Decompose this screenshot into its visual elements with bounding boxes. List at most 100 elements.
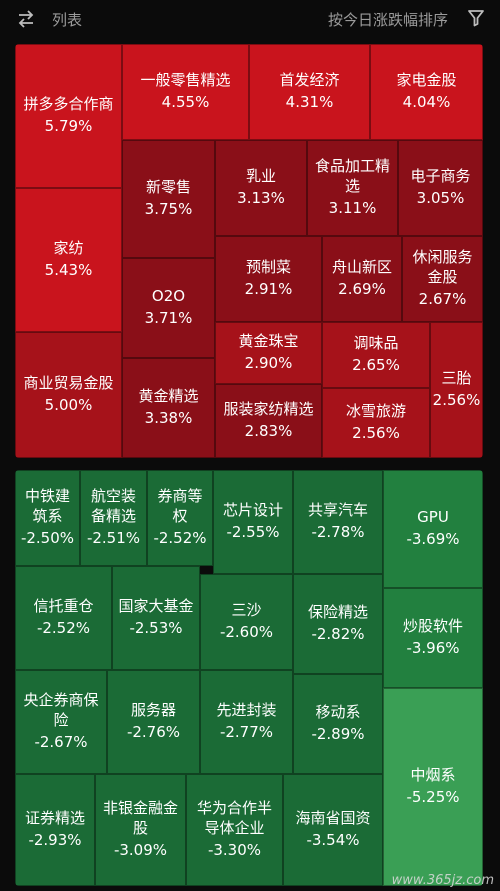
sector-name: 海南省国资 bbox=[295, 809, 371, 828]
sector-tile[interactable]: 拼多多合作商 5.79% bbox=[15, 44, 122, 188]
sector-tile[interactable]: 移动系 -2.89% bbox=[293, 674, 383, 774]
sector-name: 舟山新区 bbox=[331, 258, 392, 277]
sector-change: 3.75% bbox=[144, 200, 193, 218]
watermark-text: www.365jz.com bbox=[391, 873, 494, 888]
sector-tile[interactable]: 航空装备精选 -2.51% bbox=[80, 470, 147, 566]
sector-name: 三沙 bbox=[231, 601, 262, 620]
sector-tile[interactable]: 华为合作半导体企业 -3.30% bbox=[186, 774, 283, 886]
sector-name: 黄金珠宝 bbox=[238, 332, 299, 351]
sector-change: -2.50% bbox=[20, 528, 75, 547]
sector-change: -3.30% bbox=[207, 840, 262, 859]
sector-tile[interactable]: 新零售 3.75% bbox=[122, 140, 215, 258]
sector-tile[interactable]: GPU -3.69% bbox=[383, 470, 483, 588]
sector-tile[interactable]: 电子商务 3.05% bbox=[398, 140, 483, 236]
sector-name: 休闲服务金股 bbox=[412, 248, 473, 287]
sector-name: 航空装备精选 bbox=[90, 487, 136, 526]
sector-tile[interactable]: 非银金融金股 -3.09% bbox=[95, 774, 186, 886]
sector-change: -2.82% bbox=[311, 625, 365, 643]
sector-tile[interactable]: 海南省国资 -3.54% bbox=[283, 774, 383, 886]
sector-change: -2.77% bbox=[219, 723, 274, 741]
sector-name: 服装家纺精选 bbox=[223, 400, 314, 419]
sector-name: 预制菜 bbox=[245, 258, 291, 277]
sector-change: 2.91% bbox=[244, 280, 293, 298]
sector-tile[interactable]: 商业贸易金股 5.00% bbox=[15, 332, 122, 458]
filter-icon[interactable] bbox=[466, 8, 486, 28]
sector-tile[interactable]: 中烟系 -5.25% bbox=[383, 688, 483, 886]
sector-change: 2.56% bbox=[352, 424, 400, 442]
sector-tile[interactable]: 食品加工精选 3.11% bbox=[307, 140, 398, 236]
sector-tile[interactable]: 冰雪旅游 2.56% bbox=[322, 388, 430, 458]
sector-tile[interactable]: 三沙 -2.60% bbox=[200, 574, 293, 670]
sector-name: 电子商务 bbox=[410, 167, 471, 186]
sector-name: 炒股软件 bbox=[402, 617, 463, 636]
view-toggle-label[interactable]: 列表 bbox=[52, 11, 83, 29]
sector-change: -2.60% bbox=[219, 623, 274, 641]
sector-tile[interactable]: 预制菜 2.91% bbox=[215, 236, 322, 322]
sector-tile[interactable]: 券商等权 -2.52% bbox=[147, 470, 213, 566]
sector-name: 食品加工精选 bbox=[314, 157, 390, 196]
sector-change: -3.96% bbox=[406, 639, 460, 657]
sector-change: -2.51% bbox=[86, 528, 141, 547]
sector-tile[interactable]: 信托重仓 -2.52% bbox=[15, 566, 112, 670]
sector-name: 调味品 bbox=[353, 334, 399, 353]
sector-change: -2.52% bbox=[153, 528, 207, 547]
sector-change: 2.65% bbox=[352, 356, 400, 374]
sector-tile[interactable]: 服装家纺精选 2.83% bbox=[215, 384, 322, 458]
sector-name: 家纺 bbox=[53, 239, 84, 258]
sector-change: -3.09% bbox=[113, 840, 168, 859]
sector-tile[interactable]: 乳业 3.13% bbox=[215, 140, 307, 236]
sector-tile[interactable]: 黄金珠宝 2.90% bbox=[215, 322, 322, 384]
sector-name: 先进封装 bbox=[216, 701, 277, 720]
sector-name: 服务器 bbox=[130, 701, 176, 720]
sector-change: 2.56% bbox=[432, 391, 481, 409]
sector-tile[interactable]: 一般零售精选 4.55% bbox=[122, 44, 249, 140]
sector-name: 共享汽车 bbox=[307, 501, 368, 520]
sector-change: 3.38% bbox=[144, 409, 193, 427]
sector-change: -2.55% bbox=[226, 523, 280, 541]
sector-change: 4.55% bbox=[161, 93, 210, 111]
sector-change: 2.83% bbox=[244, 422, 293, 440]
sector-tile[interactable]: 中铁建筑系 -2.50% bbox=[15, 470, 80, 566]
sector-name: 商业贸易金股 bbox=[23, 374, 114, 393]
sector-tile[interactable]: 央企券商保险 -2.67% bbox=[15, 670, 107, 774]
sector-change: 4.31% bbox=[285, 93, 334, 111]
sector-change: -2.89% bbox=[311, 725, 365, 743]
sector-name: 非银金融金股 bbox=[102, 799, 178, 838]
sector-tile[interactable]: 芯片设计 -2.55% bbox=[213, 470, 293, 574]
sector-tile[interactable]: 炒股软件 -3.96% bbox=[383, 588, 483, 688]
sector-tile[interactable]: 服务器 -2.76% bbox=[107, 670, 200, 774]
sector-tile[interactable]: 先进封装 -2.77% bbox=[200, 670, 293, 774]
sector-tile[interactable]: O2O 3.71% bbox=[122, 258, 215, 358]
sector-name: 移动系 bbox=[315, 703, 361, 722]
sector-tile[interactable]: 证券精选 -2.93% bbox=[15, 774, 95, 886]
sector-tile[interactable]: 共享汽车 -2.78% bbox=[293, 470, 383, 574]
swap-icon[interactable] bbox=[16, 9, 36, 29]
sort-mode-label[interactable]: 按今日涨跌幅排序 bbox=[327, 11, 448, 29]
sector-tile[interactable]: 黄金精选 3.38% bbox=[122, 358, 215, 458]
sector-change: -2.78% bbox=[311, 523, 365, 541]
sector-tile[interactable]: 首发经济 4.31% bbox=[249, 44, 370, 140]
sector-change: -2.67% bbox=[34, 732, 88, 751]
sector-tile[interactable]: 调味品 2.65% bbox=[322, 322, 430, 388]
sector-name: 国家大基金 bbox=[118, 597, 194, 616]
sector-tile[interactable]: 家电金股 4.04% bbox=[370, 44, 483, 140]
sector-change: -2.52% bbox=[36, 619, 91, 637]
sector-tile[interactable]: 休闲服务金股 2.67% bbox=[402, 236, 483, 322]
sector-tile[interactable]: 三胎 2.56% bbox=[430, 322, 483, 458]
sector-tile[interactable]: 舟山新区 2.69% bbox=[322, 236, 402, 322]
top-bar: 列表 按今日涨跌幅排序 bbox=[0, 0, 500, 38]
sector-name: 冰雪旅游 bbox=[345, 402, 406, 421]
sector-name: 一般零售精选 bbox=[140, 71, 231, 90]
sector-name: O2O bbox=[151, 287, 186, 306]
sector-name: 证券精选 bbox=[24, 809, 85, 828]
sector-name: 拼多多合作商 bbox=[23, 95, 114, 114]
sector-change: 2.67% bbox=[418, 289, 467, 308]
sector-name: 芯片设计 bbox=[222, 501, 283, 520]
sector-tile[interactable]: 保险精选 -2.82% bbox=[293, 574, 383, 674]
sector-change: 2.90% bbox=[244, 354, 293, 372]
sector-tile[interactable]: 国家大基金 -2.53% bbox=[112, 566, 200, 670]
sector-tile[interactable]: 家纺 5.43% bbox=[15, 188, 122, 332]
sector-name: 中铁建筑系 bbox=[24, 487, 70, 526]
sector-change: -2.93% bbox=[28, 831, 82, 849]
sector-name: 家电金股 bbox=[396, 71, 457, 90]
